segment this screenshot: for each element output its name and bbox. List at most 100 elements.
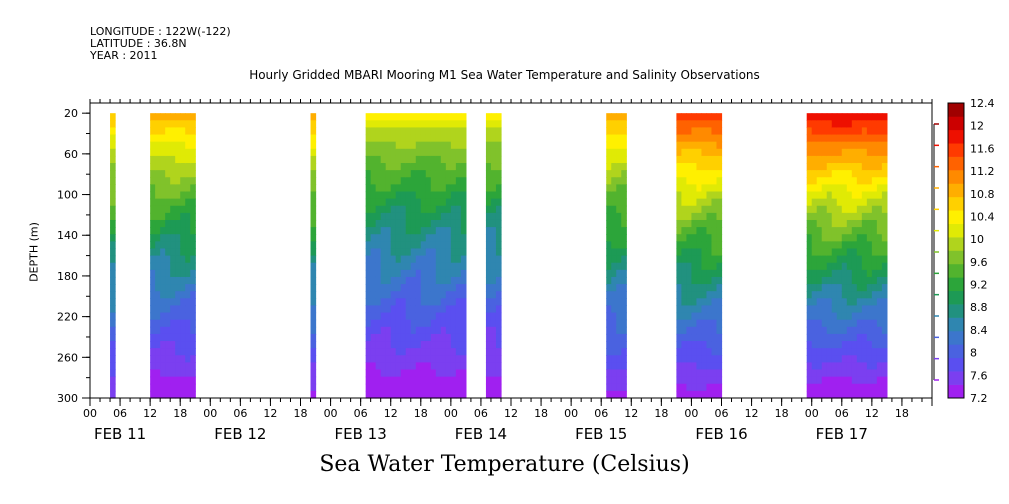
temperature-cell [861, 333, 868, 342]
temperature-cell [155, 305, 161, 314]
temperature-cell [435, 155, 442, 164]
temperature-cell [415, 269, 422, 278]
temperature-cell [681, 113, 688, 121]
x-hour-tick-label: 06 [715, 407, 729, 420]
temperature-cell [871, 312, 878, 321]
temperature-cell [681, 177, 688, 185]
temperature-cell [716, 234, 723, 242]
temperature-cell [400, 170, 407, 178]
temperature-cell [415, 383, 422, 392]
temperature-cell [170, 170, 176, 178]
temperature-cell [836, 333, 843, 342]
temperature-cell [621, 333, 627, 342]
temperature-cell [380, 312, 387, 321]
temperature-cell [150, 241, 156, 250]
temperature-cell [485, 291, 492, 299]
temperature-cell [616, 383, 622, 392]
temperature-cell [440, 276, 447, 285]
temperature-cell [165, 219, 171, 228]
temperature-cell [390, 376, 397, 385]
temperature-cell [395, 134, 402, 143]
temperature-cell [606, 113, 612, 121]
temperature-cell [681, 212, 688, 221]
temperature-cell [876, 341, 883, 349]
temperature-cell [380, 291, 387, 299]
temperature-cell [460, 376, 467, 385]
temperature-cell [806, 134, 813, 143]
temperature-cell [155, 155, 161, 164]
temperature-cell [871, 298, 878, 307]
temperature-cell [365, 298, 372, 307]
colorbar-swatch [948, 344, 964, 359]
temperature-cell [716, 355, 723, 363]
temperature-cell [881, 390, 888, 399]
temperature-cell [701, 376, 708, 385]
temperature-cell [806, 163, 813, 171]
temperature-cell [365, 341, 372, 349]
temperature-cell [160, 141, 166, 150]
temperature-cell [711, 291, 718, 299]
temperature-cell [876, 319, 883, 328]
temperature-cell [185, 326, 191, 335]
temperature-cell [110, 276, 116, 285]
temperature-cell [616, 355, 622, 363]
temperature-cell [160, 284, 166, 292]
temperature-cell [606, 212, 612, 221]
temperature-cell [185, 241, 191, 250]
temperature-cell [495, 184, 502, 193]
temperature-cell [681, 383, 688, 392]
temperature-cell [621, 362, 627, 371]
temperature-cell [716, 113, 723, 121]
temperature-cell [460, 113, 467, 121]
x-hour-tick-label: 18 [654, 407, 668, 420]
temperature-cell [175, 219, 181, 228]
temperature-cell [155, 255, 161, 264]
temperature-cell [691, 305, 698, 314]
temperature-cell [165, 390, 171, 399]
temperature-cell [696, 205, 703, 214]
temperature-cell [816, 312, 823, 321]
temperature-cell [175, 212, 181, 221]
temperature-cell [410, 198, 417, 207]
temperature-cell [706, 383, 713, 392]
temperature-cell [390, 348, 397, 356]
temperature-cell [190, 127, 196, 136]
temperature-cell [706, 333, 713, 342]
temperature-cell [460, 262, 467, 271]
temperature-cell [686, 333, 693, 342]
temperature-cell [816, 205, 823, 214]
temperature-cell [310, 205, 317, 214]
temperature-cell [440, 127, 447, 136]
temperature-cell [390, 241, 397, 250]
temperature-cell [856, 262, 863, 271]
temperature-cell [831, 298, 838, 307]
temperature-cell [811, 305, 818, 314]
temperature-cell [831, 163, 838, 171]
temperature-cell [866, 234, 873, 242]
temperature-cell [365, 127, 372, 136]
temperature-cell [175, 191, 181, 200]
temperature-cell [460, 234, 467, 242]
temperature-cell [460, 276, 467, 285]
temperature-cell [696, 120, 703, 129]
temperature-cell [435, 319, 442, 328]
temperature-cell [691, 163, 698, 171]
temperature-cell [866, 333, 873, 342]
temperature-cell [490, 148, 497, 157]
temperature-cell [831, 355, 838, 363]
temperature-cell [846, 205, 853, 214]
temperature-cell [851, 333, 858, 342]
temperature-cell [831, 312, 838, 321]
temperature-cell [696, 319, 703, 328]
temperature-cell [676, 362, 683, 371]
temperature-cell [180, 234, 186, 242]
x-hour-tick-label: 00 [444, 407, 458, 420]
x-hour-tick-label: 18 [775, 407, 789, 420]
temperature-cell [846, 177, 853, 185]
temperature-cell [415, 191, 422, 200]
temperature-cell [616, 276, 622, 285]
temperature-cell [676, 348, 683, 356]
temperature-cell [165, 291, 171, 299]
temperature-cell [681, 255, 688, 264]
temperature-cell [430, 198, 437, 207]
